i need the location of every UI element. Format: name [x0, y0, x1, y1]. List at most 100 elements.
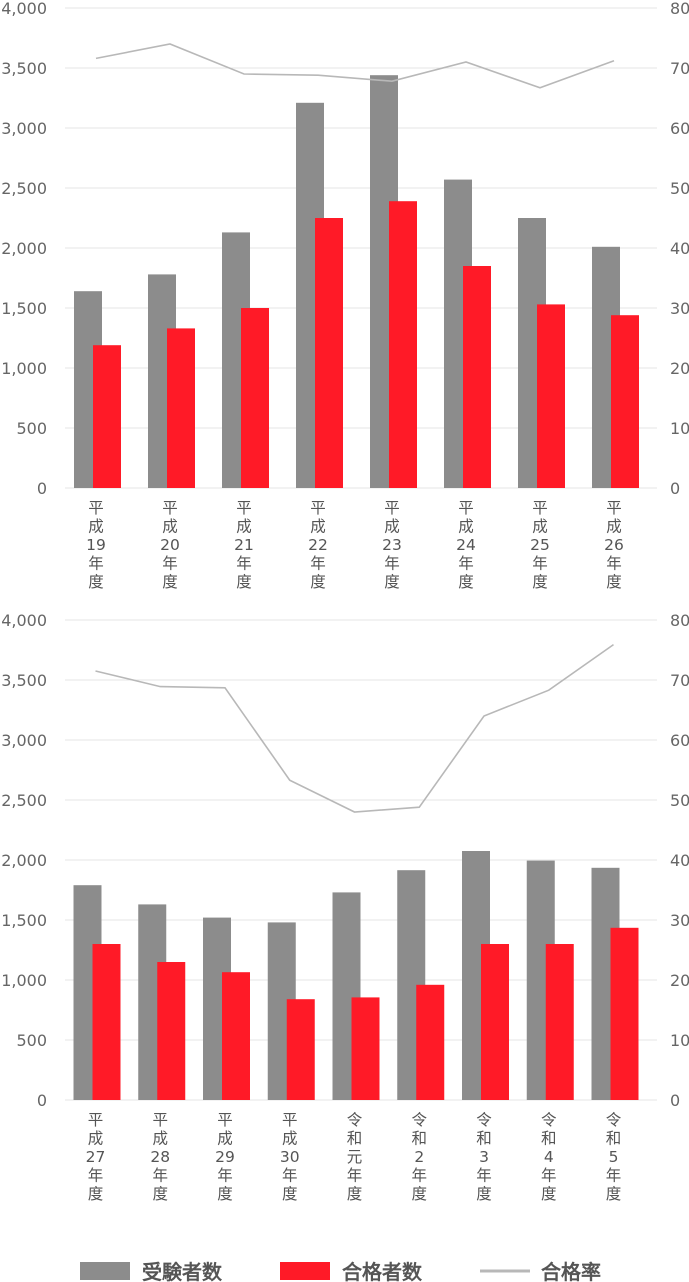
legend-passers-swatch [280, 1262, 330, 1280]
category-label-line: 年 [606, 1167, 622, 1185]
category-label-line: 平 [458, 499, 474, 517]
category-label-line: 年 [88, 555, 104, 573]
category-label-line: 成 [310, 518, 326, 536]
category-label-line: 度 [236, 573, 252, 591]
y2-tick-label: 80 [670, 611, 689, 630]
y2-tick-label: 80 [670, 0, 689, 18]
y2-tick-label: 10 [670, 419, 689, 438]
y2-tick-label: 70 [670, 59, 689, 78]
category-label: 平成 25 年度 [530, 499, 550, 591]
y2-tick-label: 0 [670, 1091, 680, 1110]
y-tick-label: 500 [16, 419, 47, 438]
category-label-line: 27 [86, 1148, 106, 1166]
category-label-line: 平 [606, 499, 622, 517]
category-label-line: 度 [411, 1185, 427, 1203]
y-tick-label: 2,500 [1, 791, 47, 810]
category-label-line: 度 [282, 1185, 298, 1203]
bar-passers [286, 999, 315, 1100]
bar-passers [481, 944, 509, 1100]
category-label-line: 度 [88, 1185, 104, 1203]
y2-tick-label: 0 [670, 479, 680, 498]
category-label-line: 令 [606, 1111, 622, 1129]
category-label: 令和元年度 [347, 1111, 363, 1203]
category-label-line: 令 [541, 1111, 557, 1129]
category-label-line: 和 [411, 1130, 427, 1148]
y-tick-label: 4,000 [1, 0, 47, 18]
y-tick-label: 1,500 [1, 299, 47, 318]
category-label: 令和 2 年度 [411, 1111, 427, 1203]
y-tick-label: 1,000 [1, 971, 47, 990]
category-label-line: 年 [88, 1167, 104, 1185]
category-label-line: 19 [86, 536, 106, 554]
category-label-line: 成 [88, 518, 104, 536]
bar-passers [315, 218, 343, 488]
category-label-line: 成 [532, 518, 548, 536]
y2-tick-label: 10 [670, 1031, 689, 1050]
category-label-line: 26 [604, 536, 624, 554]
category-label: 平成 24 年度 [456, 499, 476, 591]
category-label-line: 年 [347, 1167, 363, 1185]
y-tick-label: 1,000 [1, 359, 47, 378]
category-label-line: 4 [544, 1148, 554, 1166]
y-tick-label: 3,000 [1, 731, 47, 750]
y-tick-label: 2,500 [1, 179, 47, 198]
bar-passers [389, 201, 417, 488]
category-label-line: 成 [282, 1130, 298, 1148]
category-label: 平成 26 年度 [604, 499, 624, 591]
y2-tick-label: 50 [670, 179, 689, 198]
category-label-line: 年 [236, 555, 252, 573]
legend: 受験者数 合格者数 合格率 [80, 1260, 601, 1282]
y2-tick-label: 20 [670, 359, 689, 378]
bar-passers [611, 315, 639, 488]
y-tick-label: 2,000 [1, 851, 47, 870]
category-label-line: 成 [458, 518, 474, 536]
bar-passers [351, 997, 380, 1100]
category-label-line: 21 [234, 536, 254, 554]
category-label-line: 度 [217, 1185, 233, 1203]
category-label-line: 度 [532, 573, 548, 591]
category-label-line: 平 [88, 499, 104, 517]
category-label: 平成 30 年度 [280, 1111, 300, 1203]
y2-tick-label: 20 [670, 971, 689, 990]
y2-tick-label: 30 [670, 911, 689, 930]
category-label-line: 年 [310, 555, 326, 573]
chart-top: 0 0 500 10 1,000 20 1,500 30 2,000 40 2,500 50 3,000… [1, 0, 689, 591]
category-label-line: 元 [347, 1148, 363, 1166]
category-label-line: 20 [160, 536, 180, 554]
y-tick-label: 3,500 [1, 671, 47, 690]
category-label-line: 年 [384, 555, 400, 573]
category-label-line: 平 [217, 1111, 233, 1129]
bar-passers [157, 962, 186, 1100]
category-label-line: 平 [152, 1111, 168, 1129]
category-label-line: 成 [236, 518, 252, 536]
category-label: 平成 20 年度 [160, 499, 180, 591]
category-label-line: 平 [236, 499, 252, 517]
y-tick-label: 3,500 [1, 59, 47, 78]
category-label-line: 度 [476, 1185, 492, 1203]
bar-passers [93, 345, 121, 488]
category-label-line: 平 [532, 499, 548, 517]
category-label-line: 年 [282, 1167, 298, 1185]
category-label-line: 成 [88, 1130, 104, 1148]
category-label-line: 平 [282, 1111, 298, 1129]
y2-tick-label: 40 [670, 851, 689, 870]
y2-tick-label: 40 [670, 239, 689, 258]
bar-passers [92, 944, 121, 1100]
category-label-line: 度 [606, 1185, 622, 1203]
category-label-line: 成 [217, 1130, 233, 1148]
category-label-line: 年 [458, 555, 474, 573]
y2-tick-label: 60 [670, 731, 689, 750]
category-label-line: 度 [347, 1185, 363, 1203]
category-label-line: 成 [152, 1130, 168, 1148]
category-label-line: 度 [162, 573, 178, 591]
category-label: 平成 29 年度 [215, 1111, 235, 1203]
category-label-line: 令 [411, 1111, 427, 1129]
bar-passers [537, 304, 565, 488]
y-tick-label: 0 [37, 479, 47, 498]
y2-tick-label: 50 [670, 791, 689, 810]
category-label-line: 和 [541, 1130, 557, 1148]
bar-passers [241, 308, 269, 488]
category-label: 平成 21 年度 [234, 499, 254, 591]
